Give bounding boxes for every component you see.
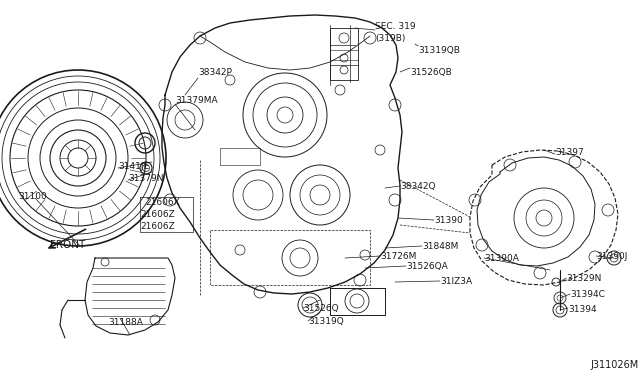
Text: 31319QB: 31319QB [418, 46, 460, 55]
Text: 21606Z: 21606Z [140, 222, 175, 231]
Text: 31526QA: 31526QA [406, 262, 448, 271]
Text: J311026M: J311026M [590, 360, 638, 370]
Text: 31526QB: 31526QB [410, 68, 452, 77]
Text: 21606X: 21606X [145, 198, 180, 207]
Text: 21606Z: 21606Z [140, 210, 175, 219]
Text: 31319Q: 31319Q [308, 317, 344, 326]
Text: (319B): (319B) [375, 34, 405, 43]
Text: 31188A: 31188A [108, 318, 143, 327]
Text: 31390J: 31390J [596, 252, 627, 261]
Text: 3141JE: 3141JE [118, 162, 149, 171]
Text: 31390A: 31390A [484, 254, 519, 263]
Text: 31526Q: 31526Q [303, 304, 339, 313]
Text: 31394C: 31394C [570, 290, 605, 299]
Text: 31394: 31394 [568, 305, 596, 314]
Text: 31390: 31390 [434, 216, 463, 225]
Text: 31329N: 31329N [566, 274, 602, 283]
Text: 38342Q: 38342Q [400, 182, 435, 191]
Text: 31379N: 31379N [128, 174, 163, 183]
Text: 31848M: 31848M [422, 242, 458, 251]
Text: FRONT: FRONT [50, 240, 85, 250]
Text: 38342P: 38342P [198, 68, 232, 77]
Text: 31379MA: 31379MA [175, 96, 218, 105]
Text: SEC. 319: SEC. 319 [375, 22, 415, 31]
Text: 31726M: 31726M [380, 252, 417, 261]
Text: 31lZ3A: 31lZ3A [440, 277, 472, 286]
Text: 31397: 31397 [555, 148, 584, 157]
Text: 31100: 31100 [18, 192, 47, 201]
